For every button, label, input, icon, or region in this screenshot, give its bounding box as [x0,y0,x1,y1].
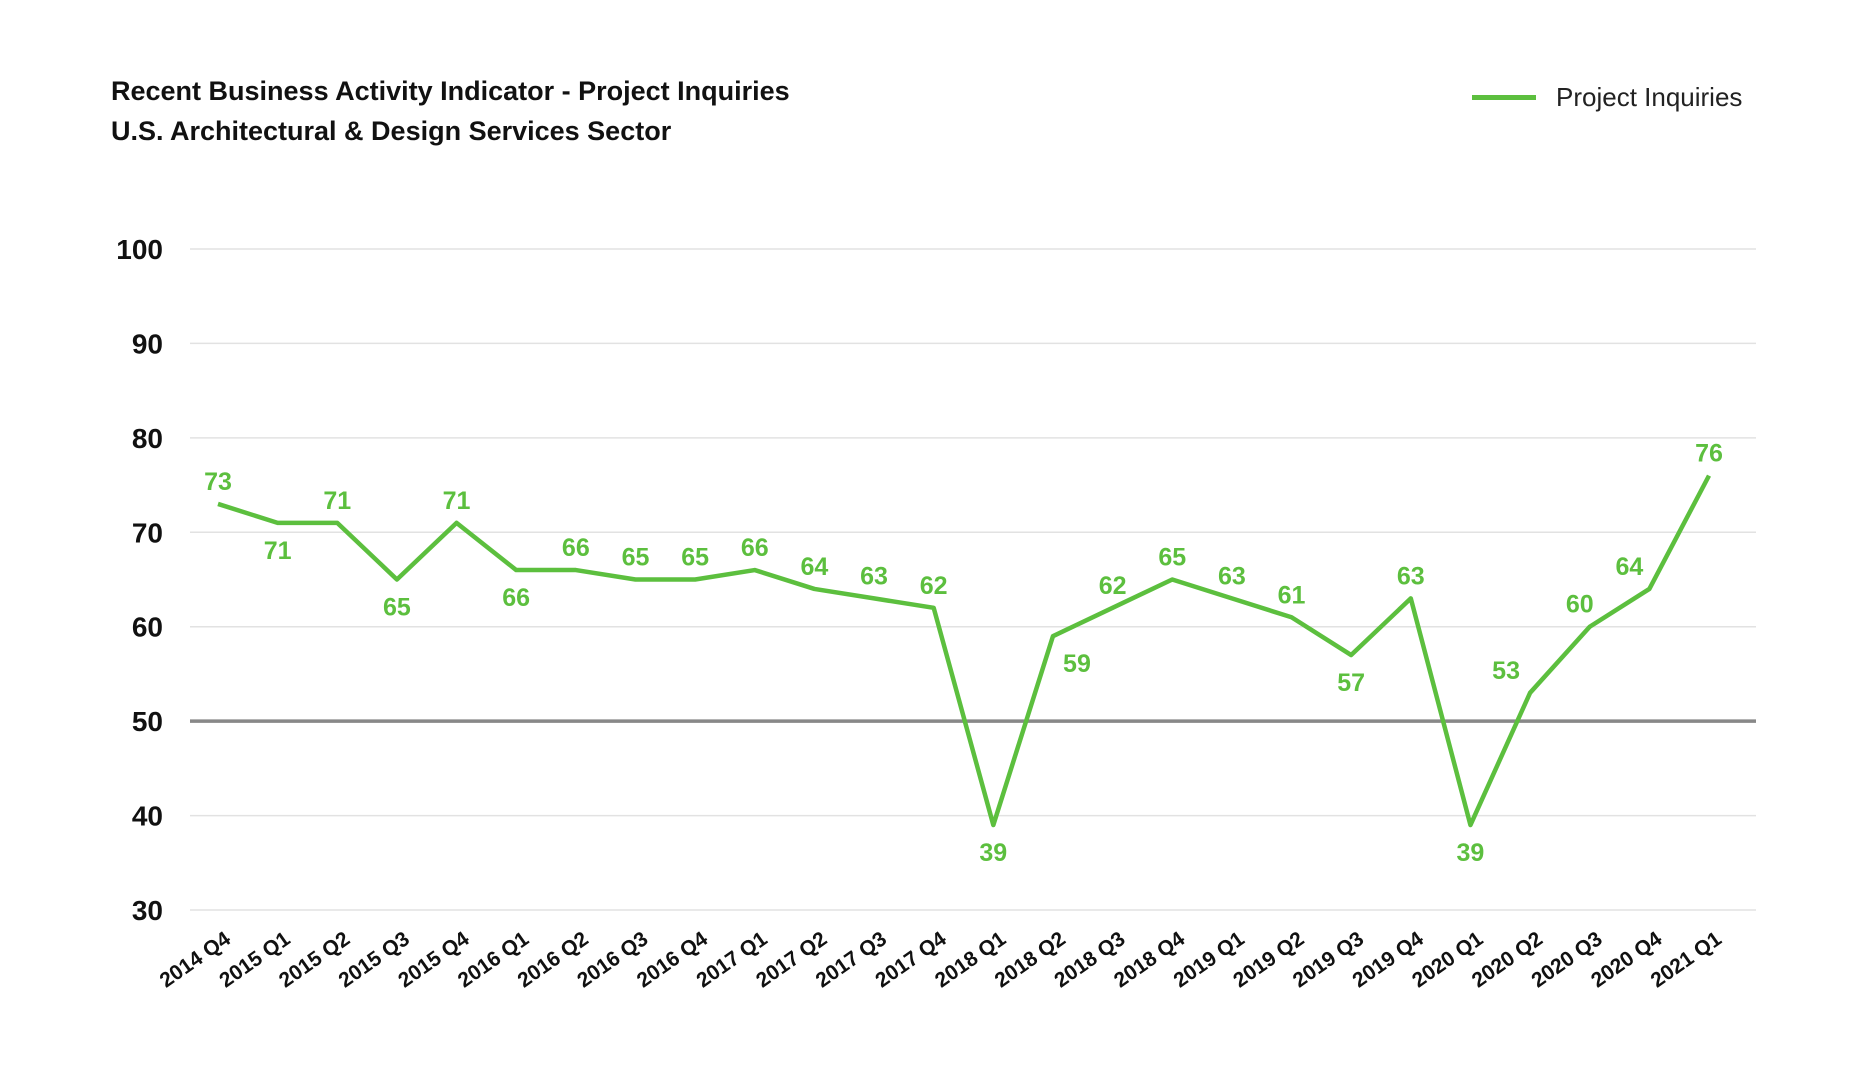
y-tick-label: 90 [132,328,163,359]
data-label: 76 [1695,440,1723,468]
data-label: 63 [1218,562,1246,590]
y-tick-label: 80 [132,423,163,454]
chart-title: Recent Business Activity Indicator - Pro… [111,76,790,106]
data-label: 39 [979,839,1007,867]
data-label: 64 [800,553,828,581]
chart-subtitle: U.S. Architectural & Design Services Sec… [111,116,672,146]
data-label: 62 [1099,572,1127,600]
legend-swatch [1472,95,1536,100]
y-tick-label: 70 [132,517,163,548]
data-label: 60 [1566,591,1594,619]
data-label: 73 [204,468,232,496]
data-label: 64 [1615,553,1643,581]
data-label: 63 [860,562,888,590]
data-label: 65 [622,544,650,572]
data-label: 66 [562,534,590,562]
data-label: 71 [264,537,292,565]
data-label: 66 [741,534,769,562]
data-label: 59 [1063,650,1091,678]
series-line [217,474,1711,828]
data-label: 62 [920,572,948,600]
y-tick-label: 50 [132,706,163,737]
legend-label: Project Inquiries [1556,82,1743,112]
data-label: 53 [1492,657,1520,685]
data-label: 57 [1337,669,1365,697]
y-tick-label: 30 [132,895,163,926]
data-label: 71 [443,487,471,515]
data-label: 61 [1278,581,1306,609]
data-label: 65 [1158,544,1186,572]
y-tick-label: 60 [132,612,163,643]
data-label: 65 [681,544,709,572]
data-label: 71 [323,487,351,515]
y-tick-label: 40 [132,801,163,832]
legend: Project Inquiries [1472,82,1742,113]
y-tick-label: 100 [116,234,163,265]
data-label: 66 [502,584,530,612]
data-label: 39 [1457,839,1485,867]
data-label: 63 [1397,562,1425,590]
data-label: 65 [383,594,411,622]
